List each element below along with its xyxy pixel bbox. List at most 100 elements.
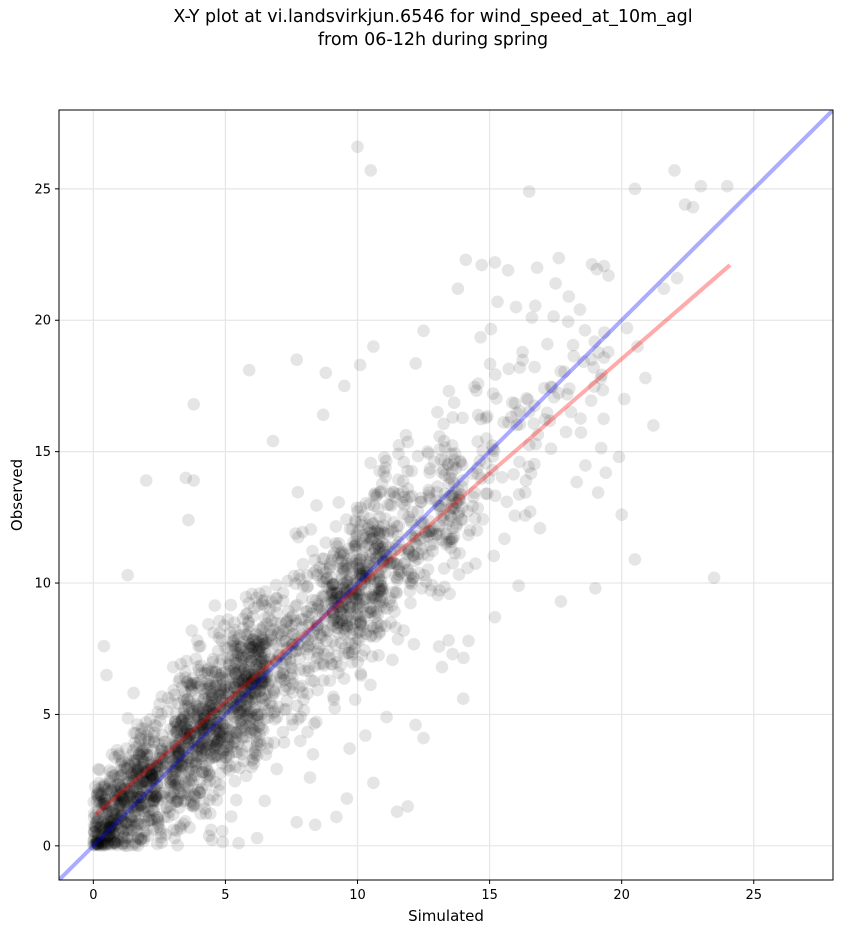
scatter-point xyxy=(197,708,211,722)
scatter-point xyxy=(237,681,250,694)
scatter-point xyxy=(207,626,220,639)
scatter-point xyxy=(222,688,235,701)
scatter-point xyxy=(179,776,192,790)
scatter-point xyxy=(226,635,239,648)
scatter-point xyxy=(308,818,322,832)
scatter-point xyxy=(279,651,293,664)
scatter-point xyxy=(196,721,210,734)
scatter-point xyxy=(134,833,147,847)
scatter-point xyxy=(447,489,461,502)
scatter-point xyxy=(251,708,265,722)
scatter-point xyxy=(292,712,305,726)
scatter-point xyxy=(370,490,383,504)
scatter-point xyxy=(225,810,238,823)
scatter-point xyxy=(372,569,386,582)
scatter-point xyxy=(343,742,356,755)
scatter-point xyxy=(330,590,344,603)
scatter-point xyxy=(250,708,264,722)
scatter-point xyxy=(628,553,642,566)
scatter-point xyxy=(87,811,101,824)
scatter-point xyxy=(359,565,372,578)
scatter-point xyxy=(142,813,155,827)
scatter-point xyxy=(413,533,427,546)
scatter-point xyxy=(365,650,379,663)
scatter-point xyxy=(192,640,205,653)
scatter-point xyxy=(114,757,128,771)
scatter-point xyxy=(116,793,129,806)
scatter-point xyxy=(437,417,450,431)
scatter-point xyxy=(221,651,234,665)
scatter-point xyxy=(202,829,216,843)
scatter-point xyxy=(346,581,359,594)
scatter-point xyxy=(346,590,360,604)
scatter-point xyxy=(255,645,268,658)
scatter-point xyxy=(140,748,154,762)
scatter-point xyxy=(261,659,274,673)
scatter-point xyxy=(121,568,134,582)
scatter-point xyxy=(451,282,465,296)
scatter-point xyxy=(235,673,249,687)
scatter-point xyxy=(486,439,499,452)
scatter-point xyxy=(291,638,305,651)
scatter-point xyxy=(115,755,128,768)
scatter-point xyxy=(214,684,227,697)
scatter-point xyxy=(320,572,333,585)
scatter-point xyxy=(285,661,298,674)
scatter-point xyxy=(356,569,369,583)
scatter-point xyxy=(210,738,223,752)
scatter-point xyxy=(198,711,211,724)
scatter-point xyxy=(95,837,109,850)
scatter-point xyxy=(307,674,321,688)
scatter-point xyxy=(132,798,145,812)
scatter-point xyxy=(462,634,475,648)
scatter-point xyxy=(180,693,194,706)
scatter-point xyxy=(150,759,163,773)
scatter-point xyxy=(131,791,144,804)
scatter-point xyxy=(336,561,350,574)
scatter-point xyxy=(182,732,195,745)
y-tick-label: 25 xyxy=(34,182,51,197)
scatter-point xyxy=(259,655,273,668)
scatter-point xyxy=(222,702,235,715)
scatter-point xyxy=(707,571,721,585)
scatter-point xyxy=(183,679,197,692)
scatter-point xyxy=(214,669,227,682)
scatter-point xyxy=(125,767,139,781)
scatter-point xyxy=(132,773,145,787)
scatter-point xyxy=(186,704,200,718)
scatter-point xyxy=(208,742,221,755)
scatter-point xyxy=(208,738,222,752)
scatter-point xyxy=(305,600,318,614)
scatter-point xyxy=(277,668,290,681)
scatter-point xyxy=(289,614,303,627)
scatter-point xyxy=(359,496,373,510)
scatter-point xyxy=(171,839,184,852)
scatter-point xyxy=(139,810,152,823)
scatter-point xyxy=(107,830,121,843)
scatter-point xyxy=(177,749,190,763)
scatter-point xyxy=(229,690,243,704)
scatter-point xyxy=(226,649,239,662)
scatter-point xyxy=(171,758,184,772)
scatter-point xyxy=(247,601,261,615)
scatter-point xyxy=(134,769,147,782)
scatter-point xyxy=(183,713,196,726)
scatter-point xyxy=(215,653,228,666)
scatter-point xyxy=(554,365,567,378)
scatter-point xyxy=(488,610,502,624)
scatter-point xyxy=(203,774,216,787)
scatter-point xyxy=(205,665,219,679)
scatter-point xyxy=(146,771,160,785)
scatter-point xyxy=(240,730,253,744)
scatter-point xyxy=(103,764,116,777)
scatter-point xyxy=(278,673,291,687)
scatter-point xyxy=(245,760,258,774)
scatter-point xyxy=(212,742,226,755)
scatter-point xyxy=(321,624,335,637)
scatter-point xyxy=(264,696,277,710)
scatter-point xyxy=(265,628,278,641)
scatter-point xyxy=(381,555,394,568)
scatter-point xyxy=(178,758,191,771)
scatter-point xyxy=(195,749,208,763)
scatter-point xyxy=(188,787,201,801)
